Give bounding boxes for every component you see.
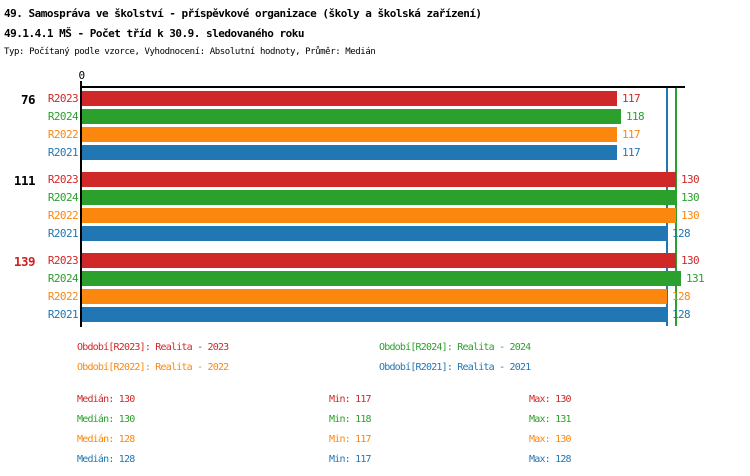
series-row-label: R2023 [47,173,79,186]
stat-min-r2023: Min: 117 [329,394,372,405]
stat-max-r2023: Max: 130 [529,394,572,405]
series-row-label: R2023 [47,254,79,267]
report-subtitle: 49.1.4.1 MŠ - Počet tříd k 30.9. sledova… [4,27,305,40]
series-row-label: R2024 [47,191,79,204]
bar [82,172,676,187]
series-row-label: R2021 [47,146,79,159]
bar-value-label: 130 [681,173,700,186]
stat-median-r2023: Medián: 130 [77,394,135,405]
bar [82,145,617,160]
stat-median-r2022: Medián: 128 [77,434,135,445]
median-line-r2021 [666,88,668,326]
series-row-label: R2024 [47,272,79,285]
stat-min-r2024: Min: 118 [329,414,372,425]
series-row-label: R2021 [47,308,79,321]
bar-value-label: 130 [681,191,700,204]
x-axis-line [80,86,685,88]
legend-item-r2021: Období[R2021]: Realita - 2021 [379,362,531,373]
legend-item-r2023: Období[R2023]: Realita - 2023 [77,342,229,353]
bar-value-label: 128 [672,290,691,303]
bar [82,289,667,304]
stat-min-r2021: Min: 117 [329,454,372,465]
group-label: 76 [20,92,36,107]
bar-value-label: 117 [622,128,641,141]
series-row-label: R2022 [47,128,79,141]
series-row-label: R2022 [47,290,79,303]
report-meta: Typ: Počítaný podle vzorce, Vyhodnocení:… [4,47,376,57]
bar-value-label: 128 [672,227,691,240]
group-label: 139 [13,254,36,269]
bar [82,271,681,286]
series-row-label: R2022 [47,209,79,222]
axis-zero-tick-label: 0 [78,69,85,82]
group-label: 111 [13,173,36,188]
series-row-label: R2021 [47,227,79,240]
bar [82,307,667,322]
legend-item-r2024: Období[R2024]: Realita - 2024 [379,342,531,353]
median-line-r2024 [675,88,677,326]
series-row-label: R2024 [47,110,79,123]
stat-median-r2021: Medián: 128 [77,454,135,465]
bar-value-label: 130 [681,254,700,267]
report-title: 49. Samospráva ve školství - příspěvkové… [4,7,482,20]
bar-value-label: 130 [681,209,700,222]
bar-value-label: 117 [622,146,641,159]
bar [82,91,617,106]
bar [82,208,676,223]
bar-value-label: 117 [622,92,641,105]
stat-max-r2021: Max: 128 [529,454,572,465]
y-axis-line [80,81,82,327]
legend-item-r2022: Období[R2022]: Realita - 2022 [77,362,229,373]
bar-value-label: 128 [672,308,691,321]
bar [82,127,617,142]
bar [82,253,676,268]
bar-value-label: 118 [626,110,645,123]
bar-value-label: 131 [686,272,705,285]
series-row-label: R2023 [47,92,79,105]
bar [82,226,667,241]
report-header: 49. Samospráva ve školství - příspěvkové… [4,3,746,58]
stat-median-r2024: Medián: 130 [77,414,135,425]
bar [82,109,621,124]
stat-max-r2022: Max: 130 [529,434,572,445]
stat-min-r2022: Min: 117 [329,434,372,445]
bar [82,190,676,205]
stat-max-r2024: Max: 131 [529,414,572,425]
